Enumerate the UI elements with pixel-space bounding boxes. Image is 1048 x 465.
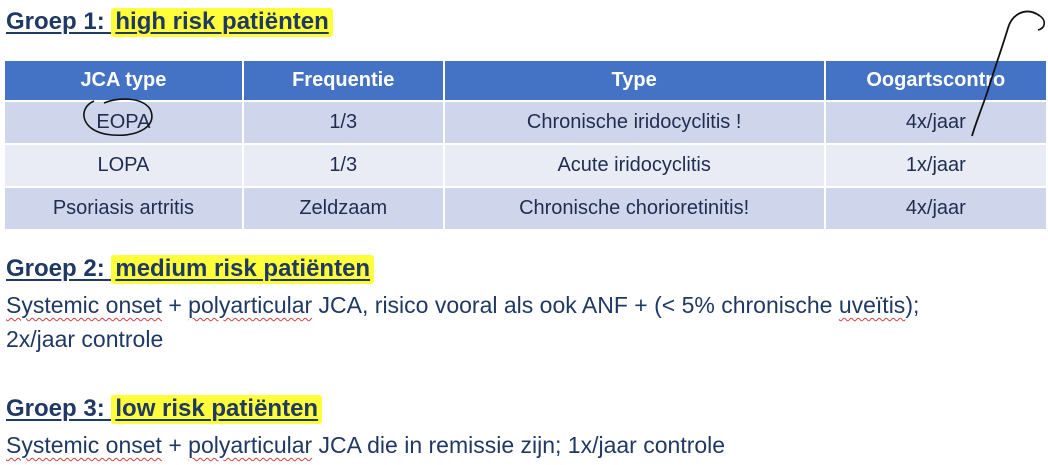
table-row: LOPA 1/3 Acute iridocyclitis 1x/jaar — [5, 143, 1048, 187]
cell-type: Acute iridocyclitis — [443, 143, 826, 187]
header-frequentie: Frequentie — [242, 61, 445, 101]
group1-highlight: high risk patiënten — [111, 8, 333, 37]
group1-heading: Groep 1: high risk patiënten — [6, 8, 333, 37]
cell-type: Chronische iridocyclitis ! — [443, 100, 826, 144]
text-fragment: JCA, risico vooral als ook ANF + (< 5% c… — [312, 292, 839, 318]
text-fragment: JCA die in remissie zijn; 1x/jaar contro… — [312, 432, 726, 458]
text-fragment: + — [161, 432, 189, 458]
group2-prefix: Groep 2: — [6, 255, 112, 282]
table-header-row: JCA type Frequentie Type Oogartscontro — [5, 61, 1048, 101]
group2-heading: Groep 2: medium risk patiënten — [6, 255, 375, 284]
cell-jca-type: Psoriasis artritis — [5, 186, 244, 229]
spellcheck-word: Systemic onset — [6, 292, 162, 318]
header-type: Type — [443, 61, 826, 101]
group2-highlight: medium risk patiënten — [111, 255, 375, 284]
group3-prefix: Groep 3: — [6, 395, 112, 422]
group2-control: 2x/jaar controle — [6, 326, 164, 352]
cell-frequentie: 1/3 — [242, 100, 445, 144]
table-row: Psoriasis artritis Zeldzaam Chronische c… — [5, 186, 1048, 229]
table-row: EOPA 1/3 Chronische iridocyclitis ! 4x/j… — [5, 100, 1048, 144]
cell-jca-type: EOPA — [5, 100, 244, 144]
cell-frequentie: Zeldzaam — [242, 186, 445, 229]
cell-jca-type: LOPA — [5, 143, 244, 187]
jca-table: JCA type Frequentie Type Oogartscontro E… — [5, 61, 1048, 229]
header-jca-type: JCA type — [5, 61, 244, 101]
cell-control: 1x/jaar — [824, 143, 1048, 187]
group2-description: Systemic onset + polyarticular JCA, risi… — [6, 288, 1046, 356]
cell-frequentie: 1/3 — [242, 143, 445, 187]
header-oogartscontrole: Oogartscontro — [824, 61, 1048, 101]
cell-control: 4x/jaar — [824, 186, 1048, 229]
text-fragment: ); — [905, 292, 920, 318]
spellcheck-word: uveïtis — [838, 292, 906, 318]
group3-description: Systemic onset + polyarticular JCA die i… — [6, 428, 1046, 462]
spellcheck-word: polyarticular — [188, 432, 313, 458]
group3-highlight: low risk patiënten — [111, 395, 323, 424]
spellcheck-word: polyarticular — [188, 292, 313, 318]
group3-heading: Groep 3: low risk patiënten — [6, 395, 323, 424]
cell-type: Chronische chorioretinitis! — [443, 186, 826, 229]
cell-control: 4x/jaar — [824, 100, 1048, 144]
spellcheck-word: Systemic onset — [6, 432, 162, 458]
group1-prefix: Groep 1: — [6, 8, 112, 35]
text-fragment: + — [161, 292, 189, 318]
